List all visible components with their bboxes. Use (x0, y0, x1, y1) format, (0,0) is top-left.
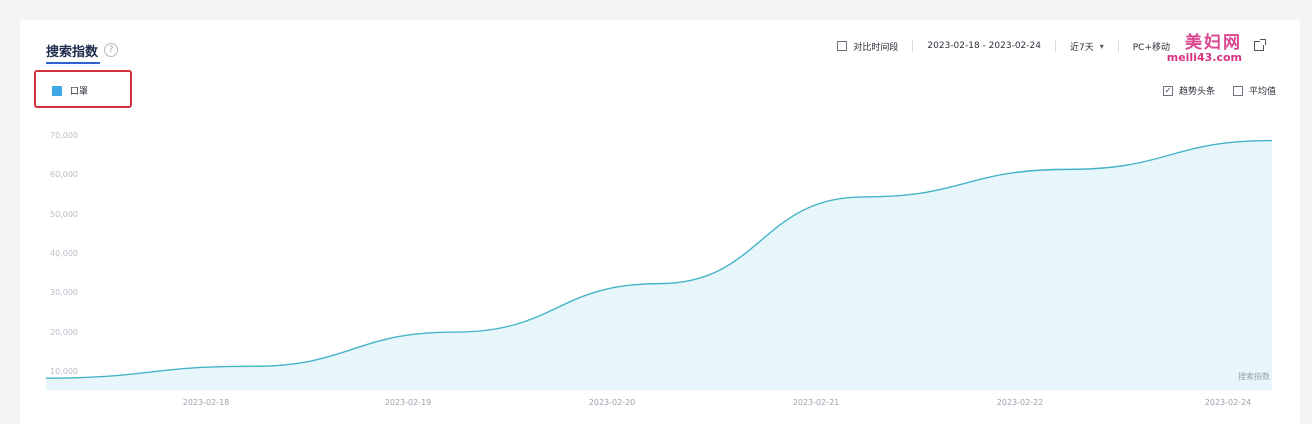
average-checkbox[interactable] (1232, 85, 1243, 96)
external-link-icon (1254, 39, 1266, 51)
x-tick-label: 2023-02-19 (384, 398, 432, 407)
x-tick-label: 2023-02-24 (1204, 398, 1252, 407)
chart-options: ✓ 趋势头条 平均值 (1162, 84, 1276, 97)
compare-period-toggle[interactable]: 对比时间段 (823, 40, 912, 53)
date-range-value: 2023-02-18 - 2023-02-24 (927, 41, 1041, 51)
trend-checkbox[interactable]: ✓ (1162, 85, 1173, 96)
x-tick-label: 2023-02-18 (182, 398, 230, 407)
legend-highlight-box (34, 70, 132, 108)
watermark-url: meili43.com (1166, 51, 1242, 64)
export-button[interactable] (1184, 39, 1278, 51)
y-tick-label: 40,000 (50, 249, 78, 259)
device-select[interactable]: PC+移动 (1119, 40, 1184, 53)
x-tick-label: 2023-02-21 (792, 398, 840, 407)
chart-note: 搜索指数 (1238, 372, 1270, 381)
search-index-chart (45, 139, 1273, 390)
series-area (46, 140, 1272, 390)
legend-swatch (52, 85, 62, 96)
chevron-down-icon: ▾ (1099, 41, 1104, 51)
toolbar-divider (912, 40, 914, 52)
legend-item-series[interactable]: 口罩 (52, 84, 88, 97)
tab-label: 搜索指数 (46, 44, 99, 60)
question-circle-icon[interactable]: ? (104, 43, 119, 57)
series-line[interactable] (45, 139, 1273, 379)
compare-label: 对比时间段 (853, 42, 899, 53)
period-value: 近7天 (1069, 42, 1094, 53)
period-select[interactable]: 近7天 ▾ (1056, 40, 1118, 53)
y-tick-label: 20,000 (50, 327, 78, 337)
date-range-picker[interactable]: 2023-02-18 - 2023-02-24 (913, 41, 1055, 51)
trend-label: 趋势头条 (1178, 87, 1215, 97)
y-tick-label: 10,000 (50, 367, 78, 377)
tab-active-indicator (46, 62, 100, 64)
chart-toolbar: 对比时间段 2023-02-18 - 2023-02-24 近7天 ▾ PC+移… (823, 36, 1278, 56)
trend-toggle[interactable]: ✓ 趋势头条 (1162, 84, 1215, 97)
x-tick-label: 2023-02-20 (588, 398, 636, 407)
y-tick-label: 50,000 (50, 209, 78, 219)
y-tick-label: 30,000 (50, 288, 78, 298)
y-tick-label: 60,000 (50, 170, 78, 180)
legend-series-label: 口罩 (70, 87, 89, 97)
average-toggle[interactable]: 平均值 (1232, 84, 1276, 97)
average-label: 平均值 (1248, 87, 1276, 97)
toolbar-divider (1117, 40, 1119, 52)
y-tick-label: 70,000 (50, 130, 78, 140)
toolbar-divider (1054, 40, 1056, 52)
x-tick-label: 2023-02-22 (996, 398, 1044, 407)
device-value: PC+移动 (1132, 42, 1170, 53)
watermark-logo: 美妇网 (1185, 33, 1242, 53)
search-index-card: 搜索指数 ? 对比时间段 2023-02-18 - 2023-02-24 近7天… (20, 20, 1300, 424)
compare-checkbox[interactable] (837, 41, 848, 51)
tab-search-index[interactable]: 搜索指数 ? (46, 36, 119, 64)
